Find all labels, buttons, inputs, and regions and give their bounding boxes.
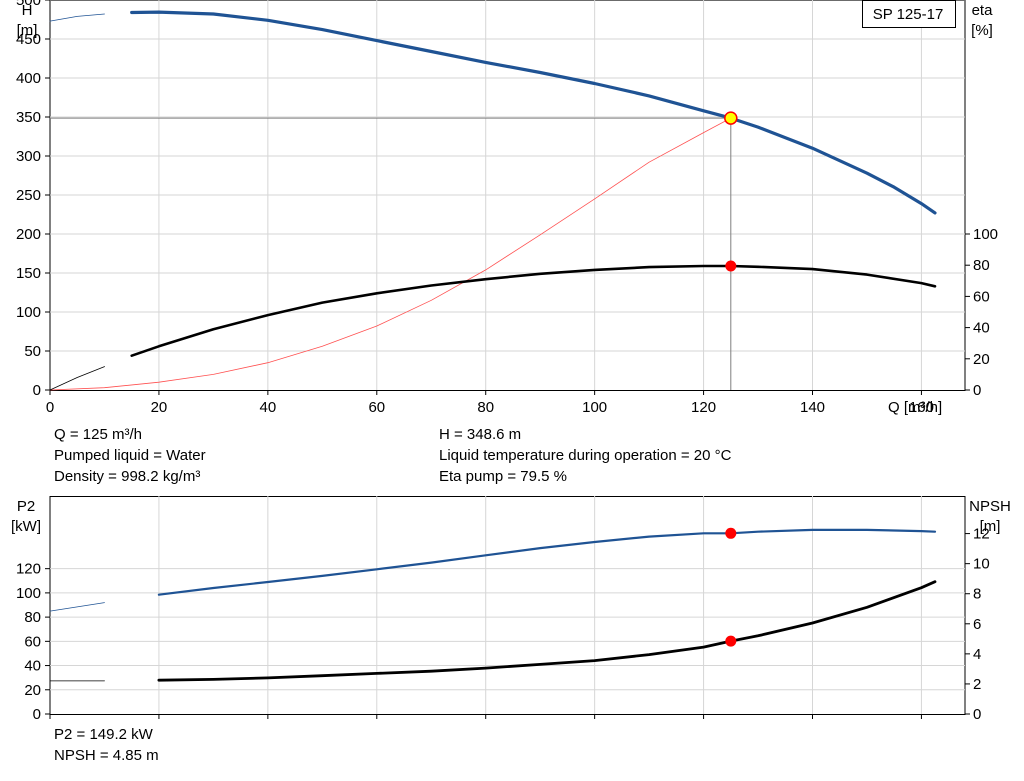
info-block-right: H = 348.6 m Liquid temperature during op… bbox=[439, 424, 731, 487]
panel1-right-tick-label: 20 bbox=[973, 351, 990, 368]
panel1-right-tick-label: 0 bbox=[973, 382, 981, 399]
panel1-left-tick-label: 450 bbox=[16, 31, 41, 48]
x-tick-label: 140 bbox=[800, 399, 825, 416]
x-tick-label: 0 bbox=[46, 399, 54, 416]
duty-point-marker bbox=[724, 111, 738, 125]
power-readout: P2 = 149.2 kW bbox=[54, 726, 153, 743]
efficiency-duty-marker bbox=[725, 260, 737, 272]
panel2-right-tick-label: 6 bbox=[973, 616, 981, 633]
head-curve-extrapolated bbox=[49, 13, 105, 22]
panel2-right-tick-label: 4 bbox=[973, 646, 981, 663]
power-duty-marker bbox=[725, 527, 737, 539]
panel1-right-tick-label: 80 bbox=[973, 257, 990, 274]
left-axis-unit-h: [m] bbox=[17, 22, 38, 39]
right-axis-label-npsh: NPSH bbox=[969, 498, 1011, 515]
density-readout: Density = 998.2 kg/m³ bbox=[54, 468, 201, 485]
x-tick-label: 120 bbox=[691, 399, 716, 416]
panel2-left-tick-label: 120 bbox=[16, 561, 41, 578]
panel1-left-tick-label: 350 bbox=[16, 109, 41, 126]
pumped-liquid-readout: Pumped liquid = Water bbox=[54, 447, 206, 464]
npsh-curve bbox=[157, 580, 937, 682]
power-curve-extrapolated bbox=[49, 602, 105, 612]
panel2-left-tick-label: 40 bbox=[24, 658, 41, 675]
panel2-left-tick-label: 80 bbox=[24, 609, 41, 626]
x-tick-label: 40 bbox=[260, 399, 277, 416]
head-curve bbox=[130, 10, 937, 215]
efficiency-curve bbox=[130, 264, 937, 357]
right-axis-label-eta: eta bbox=[972, 2, 994, 19]
panel1-left-tick-label: 0 bbox=[33, 382, 41, 399]
panel2-right-tick-label: 8 bbox=[973, 586, 981, 603]
panel2-right-tick-label: 10 bbox=[973, 556, 990, 573]
npsh-duty-marker bbox=[725, 635, 737, 647]
head-readout: H = 348.6 m bbox=[439, 426, 522, 443]
panel1-left-tick-label: 200 bbox=[16, 226, 41, 243]
panel1-left-tick-label: 50 bbox=[24, 343, 41, 360]
npsh-readout: NPSH = 4.85 m bbox=[54, 747, 159, 764]
panel2-left-tick-label: 60 bbox=[24, 633, 41, 650]
panel2-frame bbox=[49, 496, 966, 715]
power-curve bbox=[157, 528, 937, 596]
legend-label: SP 125-17 bbox=[873, 6, 944, 23]
legend-box bbox=[862, 0, 956, 28]
panel1-left-tick-label: 300 bbox=[16, 148, 41, 165]
x-axis-label: Q [m³/h] bbox=[888, 399, 942, 416]
panel2-right-tick-label: 2 bbox=[973, 676, 981, 693]
efficiency-curve-extrapolated bbox=[49, 366, 105, 391]
panel1-left-tick-label: 400 bbox=[16, 70, 41, 87]
panel1-left-tick-label: 500 bbox=[16, 0, 41, 9]
x-tick-label: 160 bbox=[909, 399, 934, 416]
left-axis-label-h: H bbox=[22, 2, 33, 19]
x-tick-label: 100 bbox=[582, 399, 607, 416]
panel2-left-tick-label: 20 bbox=[24, 682, 41, 699]
panel2-left-tick-label: 0 bbox=[33, 706, 41, 723]
panel2-right-tick-label: 12 bbox=[973, 526, 990, 543]
panel1-right-tick-label: 100 bbox=[973, 226, 998, 243]
efficiency-readout: Eta pump = 79.5 % bbox=[439, 468, 567, 485]
info-block-left: Q = 125 m³/h Pumped liquid = Water Densi… bbox=[54, 424, 206, 487]
x-tick-label: 80 bbox=[477, 399, 494, 416]
panel2-right-tick-label: 0 bbox=[973, 706, 981, 723]
x-tick-label: 20 bbox=[151, 399, 168, 416]
info-block-bottom: P2 = 149.2 kW NPSH = 4.85 m bbox=[54, 724, 159, 766]
left-axis-label-p2: P2 bbox=[17, 498, 35, 515]
right-axis-unit-eta: [%] bbox=[971, 22, 993, 39]
panel1-left-tick-label: 100 bbox=[16, 304, 41, 321]
left-axis-unit-p2: [kW] bbox=[11, 518, 41, 535]
temperature-readout: Liquid temperature during operation = 20… bbox=[439, 447, 732, 464]
panel1-left-tick-label: 150 bbox=[16, 265, 41, 282]
panel2-left-tick-label: 100 bbox=[16, 585, 41, 602]
x-tick-label: 60 bbox=[368, 399, 385, 416]
panel1-left-tick-label: 250 bbox=[16, 187, 41, 204]
system-curve bbox=[49, 117, 732, 391]
right-axis-unit-npsh: [m] bbox=[980, 518, 1001, 535]
flow-readout: Q = 125 m³/h bbox=[54, 426, 142, 443]
panel1-right-tick-label: 40 bbox=[973, 320, 990, 337]
panel1-right-tick-label: 60 bbox=[973, 288, 990, 305]
